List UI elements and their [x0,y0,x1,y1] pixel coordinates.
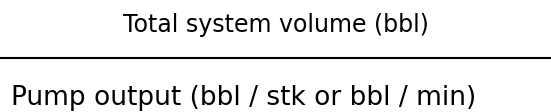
Text: Total system volume (bbl): Total system volume (bbl) [122,13,429,37]
Text: Pump output (bbl / stk or bbl / min): Pump output (bbl / stk or bbl / min) [11,85,476,110]
